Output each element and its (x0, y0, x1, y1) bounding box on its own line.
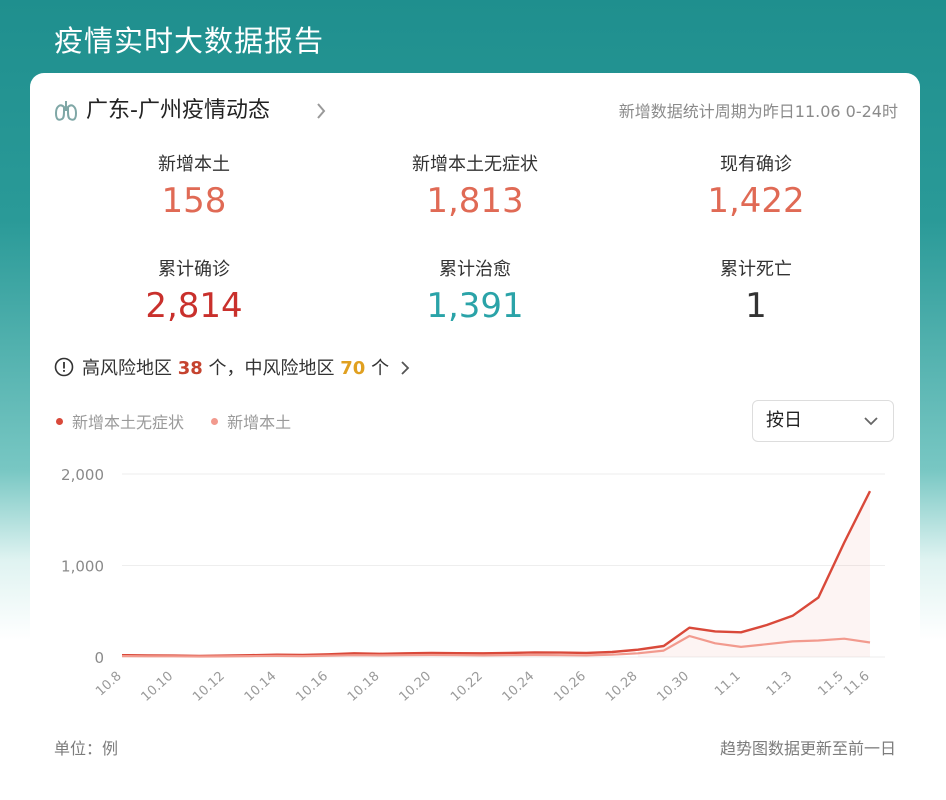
x-tick-label: 10.28 (603, 669, 641, 705)
period-note: 新增数据统计周期为昨日11.06 0-24时 (618, 102, 898, 121)
info-icon (54, 357, 74, 377)
period-select[interactable]: 按日 (752, 400, 894, 442)
stat-total-confirmed: 累计确诊 2,814 (74, 258, 314, 328)
region-title[interactable]: 广东-广州疫情动态 (86, 98, 270, 123)
legend-label: 新增本土 (227, 413, 292, 432)
stat-label: 累计治愈 (439, 259, 511, 280)
stat-label: 累计死亡 (720, 259, 792, 280)
legend-dot (211, 417, 219, 425)
stat-new-asymptomatic: 新增本土无症状 1,813 (355, 153, 595, 223)
chevron-right-icon[interactable] (399, 359, 411, 377)
x-tick-label: 10.8 (93, 669, 125, 700)
mid-risk-count: 70 (340, 358, 366, 379)
x-tick-label: 10.22 (448, 669, 486, 705)
chevron-right-icon[interactable] (314, 101, 328, 121)
stat-label: 新增本土 (158, 154, 230, 175)
stat-current-confirmed: 现有确诊 1,422 (636, 153, 876, 223)
x-tick-label: 10.18 (345, 669, 383, 705)
x-tick-label: 10.20 (396, 669, 434, 705)
card-header: 广东-广州疫情动态 新增数据统计周期为昨日11.06 0-24时 (52, 95, 898, 129)
x-tick-label: 11.6 (841, 669, 873, 700)
x-tick-label: 11.5 (815, 669, 847, 700)
stat-total-cured: 累计治愈 1,391 (355, 258, 595, 328)
y-tick-label: 0 (94, 649, 104, 667)
stat-value: 158 (161, 181, 227, 221)
stat-value: 1,422 (707, 181, 805, 221)
chart-y-axis: 0 1,000 2,000 (61, 466, 104, 667)
unit-label: 单位：例 (54, 739, 119, 758)
stat-value: 2,814 (145, 286, 243, 326)
stat-label: 现有确诊 (720, 154, 792, 175)
x-tick-label: 10.30 (654, 669, 692, 705)
x-tick-label: 10.10 (139, 669, 177, 705)
lungs-icon (54, 101, 78, 121)
page-title: 疫情实时大数据报告 (54, 24, 325, 58)
x-tick-label: 10.26 (551, 669, 589, 705)
surge-area (637, 491, 870, 657)
stat-new-local: 新增本土 158 (74, 153, 314, 223)
report-card: 广东-广州疫情动态 新增数据统计周期为昨日11.06 0-24时 新增本土 15… (30, 73, 920, 788)
high-risk-count: 38 (177, 358, 203, 379)
stat-value: 1,391 (426, 286, 524, 326)
legend-label: 新增本土无症状 (72, 413, 185, 432)
stat-total-deaths: 累计死亡 1 (636, 258, 876, 328)
stat-label: 累计确诊 (158, 259, 230, 280)
chevron-down-icon (864, 417, 878, 426)
stat-value: 1,813 (426, 181, 524, 221)
x-tick-label: 11.3 (764, 669, 796, 700)
update-note: 趋势图数据更新至前一日 (719, 739, 896, 758)
chart-x-axis: 10.8 10.10 10.12 10.14 10.16 10.18 10.20 10.22 1… (93, 669, 873, 705)
x-tick-label: 10.14 (242, 669, 280, 705)
chart-series (121, 490, 872, 658)
legend-item-asymptomatic[interactable]: 新增本土无症状 (56, 409, 184, 433)
x-tick-label: 10.24 (500, 669, 538, 705)
risk-suffix: 个 (371, 358, 390, 379)
period-select-value: 按日 (766, 410, 802, 431)
y-tick-label: 1,000 (61, 558, 104, 576)
x-tick-label: 10.16 (293, 669, 331, 705)
y-tick-label: 2,000 (61, 466, 104, 484)
x-tick-label: 10.12 (190, 669, 228, 705)
risk-areas-link[interactable]: 高风险地区 38 个，中风险地区 70 个 (54, 356, 411, 382)
x-tick-label: 11.1 (712, 669, 744, 700)
series-line-local (121, 634, 871, 658)
stat-label: 新增本土无症状 (412, 154, 538, 175)
legend-item-local[interactable]: 新增本土 (211, 409, 291, 433)
risk-prefix: 高风险地区 (82, 358, 172, 379)
stat-value: 1 (745, 286, 767, 326)
risk-middle-text: 个，中风险地区 (208, 358, 335, 379)
chart-legend: 新增本土无症状 新增本土 (56, 409, 313, 433)
legend-dot (56, 417, 63, 425)
trend-chart: 0 1,000 2,000 10.8 10.10 10.12 10.14 10.16 10.1… (61, 466, 885, 705)
chart-area (637, 491, 870, 657)
